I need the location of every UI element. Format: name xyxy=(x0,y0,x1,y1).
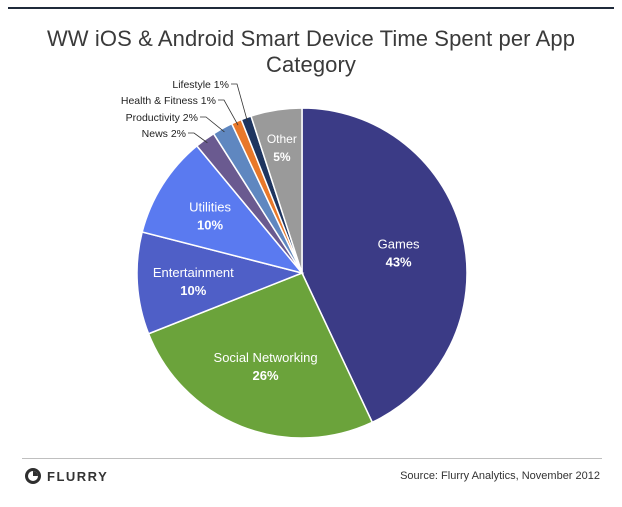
pie-slice-entertainment xyxy=(136,231,305,335)
slice-label-entertainment: Entertainment xyxy=(153,265,234,280)
slice-value-games: 43% xyxy=(386,254,412,269)
slice-label-games: Games xyxy=(378,236,420,251)
leader-line-health-fitness xyxy=(218,99,239,126)
flurry-logo-text: FLURRY xyxy=(47,468,109,484)
external-label-lifestyle: Lifestyle 1% xyxy=(172,79,229,91)
footer-divider xyxy=(22,458,602,459)
leader-line-productivity xyxy=(200,116,225,133)
source-note: Source: Flurry Analytics, November 2012 xyxy=(400,470,600,482)
top-rule xyxy=(8,7,614,9)
slice-value-utilities: 10% xyxy=(197,218,223,233)
pie-slice-social-networking xyxy=(147,272,374,439)
slice-label-other: Other xyxy=(267,132,297,146)
pie-slice-utilities xyxy=(141,144,305,275)
leader-line-news xyxy=(188,132,208,144)
external-label-news: News 2% xyxy=(142,128,186,140)
flurry-logo: FLURRY xyxy=(24,467,108,485)
flurry-logo-icon xyxy=(25,468,41,484)
slice-value-other: 5% xyxy=(273,150,291,164)
slice-label-social-networking: Social Networking xyxy=(214,350,318,365)
slice-value-social-networking: 26% xyxy=(253,368,279,383)
pie-slice-games xyxy=(301,107,468,424)
slice-label-utilities: Utilities xyxy=(189,200,231,215)
slice-value-entertainment: 10% xyxy=(180,283,206,298)
pie-slice-other xyxy=(250,107,303,274)
leader-line-lifestyle xyxy=(231,83,248,122)
external-label-productivity: Productivity 2% xyxy=(126,112,198,124)
chart-title: WW iOS & Android Smart Device Time Spent… xyxy=(46,26,576,77)
external-label-health-fitness: Health & Fitness 1% xyxy=(121,95,216,107)
